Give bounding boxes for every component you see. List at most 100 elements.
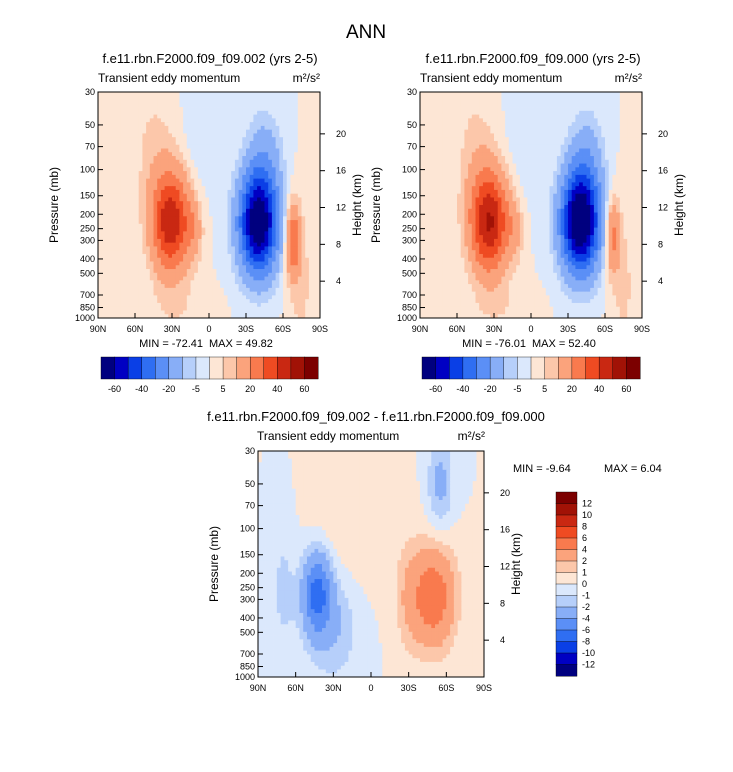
heatmap-cell — [212, 231, 217, 236]
heatmap-cell — [290, 265, 295, 270]
heatmap-cell — [120, 110, 125, 115]
heatmap-cell — [238, 272, 243, 277]
heatmap-cell — [512, 95, 517, 100]
heatmap-cell — [234, 99, 239, 104]
heatmap-cell — [257, 265, 262, 270]
heatmap-cell — [246, 302, 251, 308]
heatmap-cell — [116, 314, 121, 319]
heatmap-cell — [186, 265, 191, 270]
heatmap-cell — [312, 174, 317, 180]
heatmap-cell — [423, 171, 428, 176]
heatmap-cell — [505, 156, 510, 161]
heatmap-cell — [246, 242, 251, 247]
heatmap-cell — [316, 95, 321, 100]
heatmap-cell — [135, 159, 140, 164]
heatmap-cell — [149, 103, 154, 108]
heatmap-cell — [186, 103, 191, 108]
heatmap-cell — [160, 261, 165, 266]
heatmap-cell — [438, 129, 443, 134]
heatmap-cell — [120, 103, 125, 108]
heatmap-cell — [275, 257, 280, 262]
heatmap-cell — [512, 129, 517, 134]
heatmap-cell — [279, 208, 284, 213]
heatmap-cell — [253, 92, 258, 97]
heatmap-cell — [627, 92, 632, 97]
heatmap-cell — [605, 103, 610, 108]
heatmap-cell — [194, 107, 199, 112]
heatmap-cell — [542, 129, 547, 134]
heatmap-cell — [220, 242, 225, 247]
heatmap-cell — [605, 122, 610, 127]
heatmap-cell — [271, 197, 276, 202]
heatmap-cell — [201, 235, 206, 240]
heatmap-cell — [186, 114, 191, 119]
heatmap-cell — [612, 125, 617, 131]
heatmap-cell — [438, 137, 443, 142]
heatmap-cell — [556, 110, 561, 115]
heatmap-cell — [234, 186, 239, 191]
heatmap-cell — [220, 302, 225, 308]
heatmap-cell — [160, 114, 165, 119]
heatmap-cell — [246, 299, 251, 304]
heatmap-cell — [197, 201, 202, 206]
heatmap-cell — [160, 242, 165, 247]
heatmap-cell — [98, 250, 103, 255]
heatmap-cell — [146, 280, 151, 285]
heatmap-cell — [201, 208, 206, 213]
heatmap-cell — [312, 125, 317, 131]
heatmap-cell — [223, 140, 228, 146]
heatmap-cell — [164, 272, 169, 277]
heatmap-cell — [260, 152, 265, 157]
heatmap-cell — [279, 284, 284, 289]
heatmap-cell — [194, 223, 199, 228]
heatmap-cell — [597, 99, 602, 104]
heatmap-cell — [582, 137, 587, 142]
heatmap-cell — [157, 272, 162, 277]
heatmap-cell — [297, 212, 302, 217]
heatmap-cell — [305, 212, 310, 217]
heatmap-cell — [490, 118, 495, 123]
heatmap-cell — [116, 152, 121, 157]
heatmap-cell — [260, 295, 265, 300]
heatmap-cell — [286, 182, 291, 187]
heatmap-cell — [534, 140, 539, 146]
heatmap-cell — [638, 163, 643, 168]
heatmap-cell — [260, 220, 265, 225]
heatmap-cell — [553, 144, 558, 149]
heatmap-cell — [445, 171, 450, 176]
heatmap-cell — [608, 103, 613, 108]
heatmap-cell — [534, 107, 539, 112]
heatmap-cell — [601, 140, 606, 146]
heatmap-cell — [212, 257, 217, 262]
heatmap-cell — [531, 159, 536, 164]
heatmap-cell — [538, 122, 543, 127]
heatmap-cell — [223, 156, 228, 161]
heatmap-cell — [271, 174, 276, 180]
heatmap-cell — [164, 122, 169, 127]
heatmap-cell — [112, 163, 117, 168]
heatmap-cell — [212, 122, 217, 127]
heatmap-cell — [160, 235, 165, 240]
heatmap-cell — [590, 110, 595, 115]
heatmap-cell — [179, 291, 184, 296]
heatmap-cell — [423, 144, 428, 149]
heatmap-cell — [271, 122, 276, 127]
heatmap-cell — [153, 137, 158, 142]
heatmap-cell — [146, 314, 151, 319]
heatmap-cell — [164, 118, 169, 123]
heatmap-cell — [157, 118, 162, 123]
heatmap-cell — [205, 212, 210, 217]
heatmap-cell — [101, 257, 106, 262]
heatmap-cell — [305, 125, 310, 131]
heatmap-cell — [482, 156, 487, 161]
heatmap-cell — [190, 114, 195, 119]
heatmap-cell — [168, 193, 173, 198]
heatmap-cell — [246, 220, 251, 225]
heatmap-cell — [131, 231, 136, 236]
heatmap-cell — [616, 140, 621, 146]
heatmap-cell — [616, 118, 621, 123]
heatmap-cell — [135, 178, 140, 183]
heatmap-cell — [201, 129, 206, 134]
heatmap-cell — [523, 99, 528, 104]
heatmap-cell — [101, 253, 106, 259]
